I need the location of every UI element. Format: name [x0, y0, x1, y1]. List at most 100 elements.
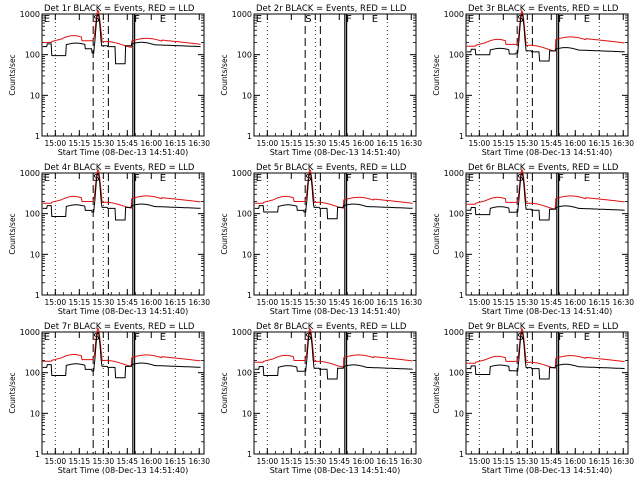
lld-series-line [254, 169, 413, 209]
x-tick-label: 16:00 [352, 139, 374, 148]
y-axis-label: Counts/sec [432, 213, 441, 254]
y-tick-label: 10 [454, 91, 464, 100]
x-tick-label: 15:00 [469, 298, 491, 307]
x-axis-label: Start Time (08-Dec-13 14:51:40) [58, 307, 189, 316]
x-tick-label: 15:15 [280, 139, 302, 148]
event-marker-E: E [372, 14, 378, 25]
x-tick-label: 16:15 [164, 298, 186, 307]
x-axis-label: Start Time (08-Dec-13 14:51:40) [270, 307, 401, 316]
event-marker-F: F [558, 173, 564, 184]
y-axis-label: Counts/sec [432, 54, 441, 95]
x-tick-label: 15:30 [304, 298, 326, 307]
x-tick-label: 15:15 [280, 457, 302, 466]
x-tick-label: 15:00 [45, 298, 67, 307]
x-tick-label: 16:30 [612, 457, 634, 466]
y-tick-label: 1 [35, 132, 40, 141]
event-marker-E: E [256, 332, 262, 343]
plot-frame [465, 13, 629, 137]
events-series-line [254, 331, 413, 380]
x-tick-label: 16:15 [376, 298, 398, 307]
y-tick-label: 1 [459, 132, 464, 141]
panel-title: Det 8r BLACK = Events, RED = LLD [256, 322, 407, 332]
x-tick-label: 15:30 [304, 457, 326, 466]
event-marker-E: E [372, 332, 378, 343]
x-tick-label: 16:30 [400, 298, 422, 307]
plot-frame [41, 331, 205, 455]
y-tick-label: 1000 [232, 169, 252, 178]
panel-title: Det 2r BLACK = Events, RED = LLD [256, 4, 407, 14]
event-marker-E: E [256, 173, 262, 184]
y-tick-label: 1 [459, 450, 464, 459]
x-tick-label: 16:30 [400, 457, 422, 466]
y-axis-label: Counts/sec [220, 372, 229, 413]
y-tick-label: 100 [449, 369, 464, 378]
x-axis-label: Start Time (08-Dec-13 14:51:40) [482, 148, 613, 157]
y-tick-label: 1000 [444, 10, 464, 19]
panel-title: Det 7r BLACK = Events, RED = LLD [44, 322, 195, 332]
x-tick-label: 15:30 [516, 298, 538, 307]
x-tick-label: 15:30 [516, 139, 538, 148]
y-tick-label: 1000 [232, 328, 252, 337]
x-tick-label: 15:00 [257, 298, 279, 307]
plot-frame [465, 331, 629, 455]
events-series-line [466, 13, 625, 62]
x-tick-label: 16:30 [188, 298, 210, 307]
plot-frame [253, 331, 417, 455]
y-tick-label: 10 [242, 91, 252, 100]
event-marker-E: E [468, 173, 474, 184]
x-tick-label: 16:15 [588, 457, 610, 466]
plot-frame [465, 172, 629, 296]
x-tick-label: 16:00 [352, 457, 374, 466]
x-axis-label: Start Time (08-Dec-13 14:51:40) [270, 148, 401, 157]
event-marker-E: E [44, 332, 50, 343]
x-axis-label: Start Time (08-Dec-13 14:51:40) [482, 466, 613, 475]
x-tick-label: 15:45 [540, 139, 562, 148]
y-tick-label: 10 [454, 250, 464, 259]
x-tick-label: 16:15 [588, 139, 610, 148]
y-tick-label: 1000 [20, 169, 40, 178]
events-series-line [466, 331, 625, 380]
x-tick-label: 15:00 [469, 457, 491, 466]
x-tick-label: 15:15 [492, 457, 514, 466]
event-marker-S: S [305, 14, 311, 25]
lld-series-line [42, 328, 201, 368]
x-tick-label: 16:00 [564, 139, 586, 148]
x-tick-label: 16:00 [564, 457, 586, 466]
x-tick-label: 15:00 [45, 457, 67, 466]
event-marker-F: F [346, 332, 352, 343]
event-marker-F: F [346, 173, 352, 184]
events-series-line [254, 172, 413, 220]
x-tick-label: 15:45 [540, 298, 562, 307]
event-marker-F: F [134, 14, 140, 25]
event-marker-E: E [160, 173, 166, 184]
event-marker-E: E [372, 173, 378, 184]
y-tick-label: 1000 [444, 169, 464, 178]
event-marker-E: E [160, 332, 166, 343]
x-tick-label: 16:30 [188, 139, 210, 148]
y-tick-label: 1 [459, 291, 464, 300]
events-series-line [42, 331, 201, 379]
event-marker-F: F [134, 173, 140, 184]
y-tick-label: 1000 [20, 10, 40, 19]
events-series-line [42, 13, 201, 65]
x-tick-label: 15:15 [280, 298, 302, 307]
x-tick-label: 16:15 [588, 298, 610, 307]
events-series-line [42, 172, 201, 221]
event-marker-F: F [346, 14, 352, 25]
plot-frame [253, 13, 417, 137]
lld-series-line [42, 169, 201, 209]
y-tick-label: 10 [242, 250, 252, 259]
y-tick-label: 1000 [232, 10, 252, 19]
x-tick-label: 16:30 [188, 457, 210, 466]
x-tick-label: 15:45 [328, 139, 350, 148]
y-tick-label: 10 [30, 250, 40, 259]
x-tick-label: 16:00 [564, 298, 586, 307]
event-marker-E: E [468, 332, 474, 343]
x-tick-label: 16:15 [376, 457, 398, 466]
y-tick-label: 10 [30, 91, 40, 100]
x-tick-label: 15:30 [516, 457, 538, 466]
y-tick-label: 10 [242, 409, 252, 418]
event-marker-E: E [160, 14, 166, 25]
lld-series-line [254, 328, 413, 368]
x-tick-label: 15:45 [328, 457, 350, 466]
